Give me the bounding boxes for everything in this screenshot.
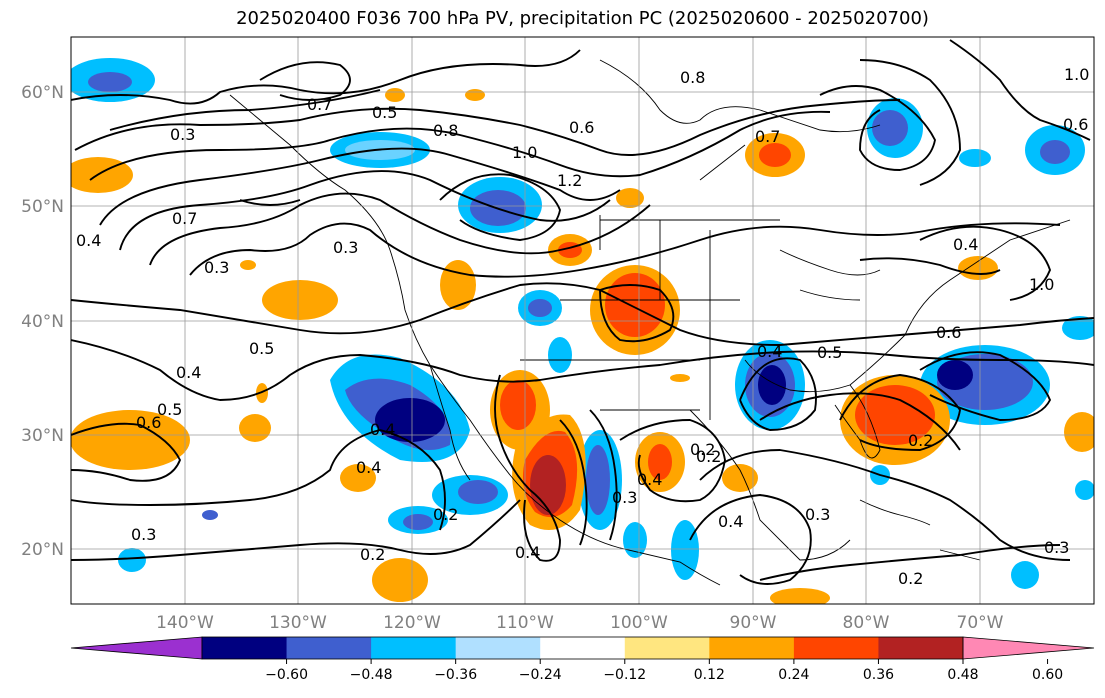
colorbar-tick-label: 0.24 [778, 667, 809, 683]
contour-label: 0.2 [433, 505, 458, 524]
coastlines [229, 59, 1071, 586]
lon-label: 100°W [610, 613, 668, 633]
colorbar-extend-high [962, 636, 1095, 660]
lon-label: 130°W [269, 613, 327, 633]
colorbar-segment [286, 637, 372, 659]
colorbar-segment [793, 637, 879, 659]
contour-label: 0.2 [696, 447, 721, 466]
contour-label: 0.5 [372, 103, 397, 122]
contour-label: 0.6 [136, 413, 161, 432]
colorbar-tick-label: −0.48 [350, 667, 393, 683]
contour-label: 0.3 [805, 505, 830, 524]
colorbar-tick-label: −0.36 [434, 667, 477, 683]
colorbar-segment [709, 637, 795, 659]
colorbar-segment [371, 637, 457, 659]
contour-label: 0.4 [637, 470, 662, 489]
lat-label: 20°N [21, 540, 64, 560]
contour-label: 0.2 [908, 431, 933, 450]
colorbar-extend-low [70, 636, 203, 660]
contour-label: 0.3 [170, 125, 195, 144]
contour-label: 0.2 [898, 569, 923, 588]
colorbar-segment [455, 637, 541, 659]
contour-label: 1.2 [557, 171, 582, 190]
contour-label: 0.3 [1044, 538, 1069, 557]
colorbar-tick-label: −0.12 [603, 667, 646, 683]
graticule [71, 37, 1094, 604]
lon-label: 140°W [156, 613, 214, 633]
contour-label: 0.4 [757, 342, 782, 361]
contour-label: 0.5 [817, 343, 842, 362]
contour-label: 0.6 [1063, 115, 1088, 134]
colorbar-tick-label: −0.24 [519, 667, 562, 683]
contour-label: 0.4 [356, 458, 381, 477]
colorbar-segment [202, 637, 288, 659]
contour-label: 0.3 [333, 238, 358, 257]
contour-label: 0.6 [569, 118, 594, 137]
contour-label: 0.6 [936, 323, 961, 342]
contour-label: 1.0 [512, 143, 537, 162]
lon-label: 90°W [730, 613, 777, 633]
contour-label: 0.5 [157, 400, 182, 419]
colorbar-tick-label: 0.36 [863, 667, 894, 683]
colorbar-tick-label: 0.12 [694, 667, 725, 683]
colorbar-segment [540, 637, 626, 659]
contour-label: 1.0 [1064, 65, 1089, 84]
map-title: 2025020400 F036 700 hPa PV, precipitatio… [236, 8, 929, 29]
contour-label: 0.7 [307, 95, 332, 114]
contour-label: 1.0 [1029, 275, 1054, 294]
contour-label: 0.4 [176, 363, 201, 382]
lat-label: 60°N [21, 83, 64, 103]
contour-label: 0.3 [131, 525, 156, 544]
contour-label: 0.5 [249, 339, 274, 358]
colorbar-segment [878, 637, 964, 659]
contour-label: 0.7 [172, 209, 197, 228]
colorbar-tick-label: 0.60 [1032, 667, 1063, 683]
pv-contour-labels: 0.3 0.7 0.5 0.8 0.6 1.0 1.2 0.7 0.3 0.3 … [76, 65, 1089, 588]
lat-label: 40°N [21, 312, 64, 332]
colorbar: −0.60 −0.48 −0.36 −0.24 −0.12 0.12 0.24 0.36 0.4… [70, 636, 1095, 683]
contour-label: 0.3 [612, 488, 637, 507]
lon-label: 120°W [383, 613, 441, 633]
contour-label: 0.8 [680, 68, 705, 87]
colorbar-tick-label: −0.60 [265, 667, 308, 683]
lon-label: 70°W [957, 613, 1004, 633]
colorbar-tick-label: 0.48 [947, 667, 978, 683]
map-frame [70, 36, 1095, 605]
colorbar-frame [201, 636, 964, 660]
contour-label: 0.3 [204, 258, 229, 277]
contour-label: 0.4 [718, 512, 743, 531]
contour-label: 0.4 [515, 543, 540, 562]
lat-label: 30°N [21, 426, 64, 446]
contour-label: 0.7 [755, 127, 780, 146]
contour-label: 0.4 [953, 235, 978, 254]
contour-label: 0.2 [690, 440, 715, 459]
contour-label: 0.4 [76, 231, 101, 250]
contour-label: 0.2 [360, 545, 385, 564]
lon-label: 110°W [496, 613, 554, 633]
positive-anomaly-blobs [71, 88, 1094, 604]
lon-label: 80°W [843, 613, 890, 633]
latitude-labels: 60°N 50°N 40°N 30°N 20°N [21, 83, 64, 560]
longitude-labels: 140°W 130°W 120°W 110°W 100°W 90°W 80°W … [156, 613, 1004, 633]
contour-label: 0.4 [370, 420, 395, 439]
pv-contours [71, 39, 1094, 585]
contour-label: 0.8 [433, 121, 458, 140]
lat-label: 50°N [21, 197, 64, 217]
colorbar-segment [624, 637, 710, 659]
